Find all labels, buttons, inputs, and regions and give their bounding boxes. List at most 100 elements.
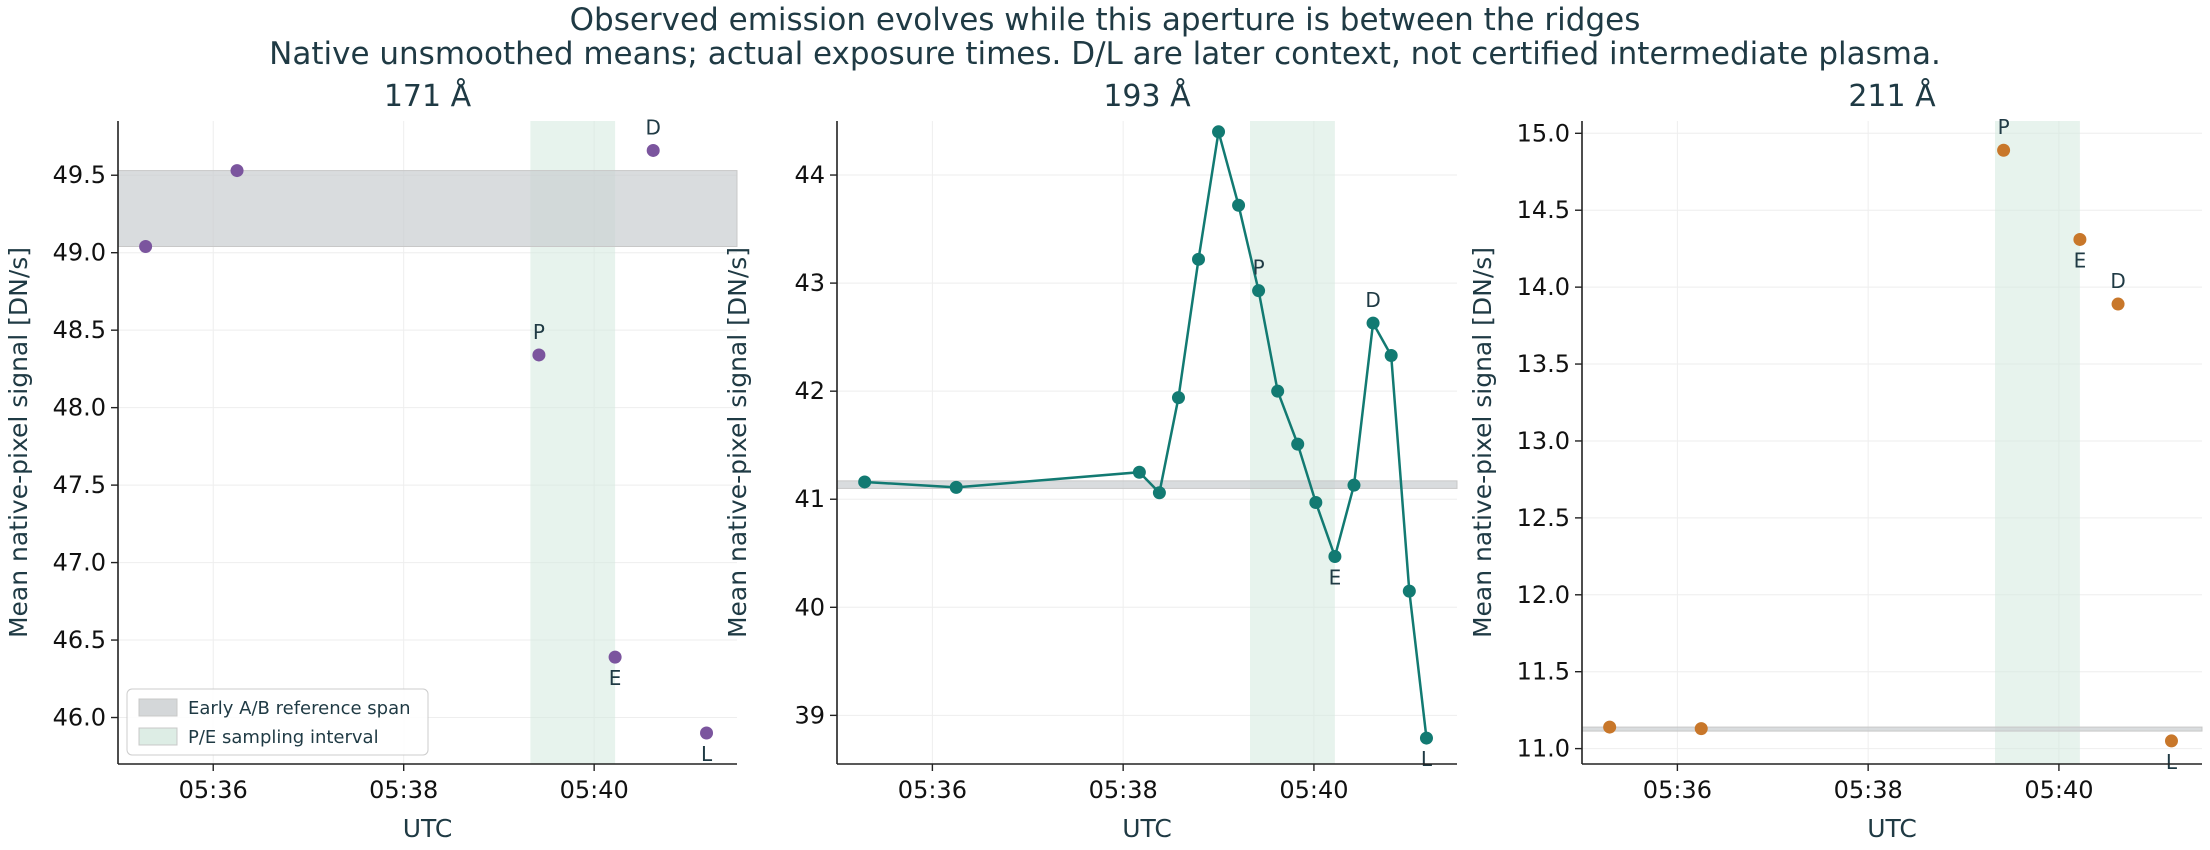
y-tick-label: 40	[794, 593, 825, 621]
x-axis-label: UTC	[1867, 814, 1917, 843]
data-point	[1152, 486, 1166, 500]
x-tick-label: 05:38	[369, 776, 438, 804]
data-point	[1232, 198, 1246, 212]
data-point	[1291, 437, 1305, 451]
data-point	[2164, 734, 2178, 748]
data-point	[1309, 495, 1323, 509]
point-label-l: L	[701, 742, 713, 766]
point-label-d: D	[1365, 288, 1380, 312]
chart-panel-1: P E D L 05:36 05:38 05:40 46.0 46.5 47.0 47.5 48.0 4…	[4, 78, 738, 843]
chart-panel-3: P ED L 05:36 05:38 05:40 11.0 11.5 12.0 12.5 13.0 1…	[1468, 78, 2203, 843]
data-point	[1212, 125, 1226, 139]
point-label-l: L	[1421, 747, 1433, 771]
data-point	[532, 348, 546, 362]
point-label-p: P	[1998, 115, 2010, 139]
data-point	[700, 726, 714, 740]
data-point	[858, 475, 872, 489]
y-tick-label: 14.0	[1517, 273, 1570, 301]
legend-swatch-reference	[138, 698, 178, 717]
data-point	[1603, 720, 1617, 734]
y-tick-label: 13.5	[1517, 350, 1570, 378]
legend-swatch-interval	[138, 727, 178, 746]
series-line	[864, 131, 1428, 739]
y-tick-label: 49.5	[53, 161, 106, 189]
data-point	[1347, 478, 1361, 492]
reference-span	[117, 170, 738, 248]
x-tick-label: 05:38	[1834, 776, 1903, 804]
point-label-l: L	[2166, 750, 2178, 774]
y-tick-label: 47.5	[53, 471, 106, 499]
x-tick-label: 05:40	[560, 776, 629, 804]
data-point	[608, 650, 622, 664]
figure-title: Observed emission evolves while this ape…	[569, 2, 1641, 38]
y-tick-label: 12.5	[1517, 504, 1570, 532]
y-tick-label: 46.0	[53, 704, 106, 732]
y-tick-label: 42	[794, 377, 825, 405]
data-point	[949, 480, 963, 494]
data-point	[1252, 284, 1266, 298]
data-point	[1419, 731, 1433, 745]
data-point	[1997, 143, 2011, 157]
point-label-d: D	[2110, 269, 2125, 293]
data-point	[1171, 391, 1185, 405]
point-label-d: D	[645, 115, 660, 139]
x-axis-label: UTC	[403, 814, 453, 843]
y-tick-label: 11.5	[1517, 658, 1570, 686]
x-tick-label: 05:36	[898, 776, 967, 804]
panel-title: 193 Å	[1103, 78, 1191, 114]
data-point	[1402, 584, 1416, 598]
y-tick-label: 39	[794, 701, 825, 729]
y-tick-label: 14.5	[1517, 196, 1570, 224]
y-tick-label: 41	[794, 485, 825, 513]
data-point	[1271, 384, 1285, 398]
y-tick-label: 48.0	[53, 394, 106, 422]
panel-title: 211 Å	[1848, 78, 1936, 114]
pe-sampling-interval	[1995, 121, 2080, 764]
y-tick-label: 43	[794, 269, 825, 297]
point-label-p: P	[1253, 256, 1265, 280]
y-tick-label: 13.0	[1517, 427, 1570, 455]
legend-label: P/E sampling interval	[188, 727, 379, 748]
data-point	[1132, 465, 1146, 479]
figure-subtitle: Native unsmoothed means; actual exposure…	[269, 36, 1941, 72]
data-point	[646, 143, 660, 157]
data-point	[2111, 297, 2125, 311]
point-label-e: E	[1329, 566, 1342, 590]
panel-title: 171 Å	[384, 78, 472, 114]
y-tick-label: 49.0	[53, 239, 106, 267]
x-tick-label: 05:36	[1643, 776, 1712, 804]
data-point	[1366, 316, 1380, 330]
y-axis-label: Mean native-pixel signal [DN/s]	[4, 247, 33, 638]
data-point	[2073, 232, 2087, 246]
y-axis-label: Mean native-pixel signal [DN/s]	[1468, 247, 1497, 638]
x-tick-label: 05:38	[1089, 776, 1158, 804]
y-axis-label: Mean native-pixel signal [DN/s]	[723, 247, 752, 638]
data-point	[1384, 349, 1398, 363]
chart-panel-2: P E D L 05:36 05:38 05:40 39 40 41 42 43 44 193 Å UTC M…	[723, 78, 1458, 843]
data-point	[1192, 252, 1206, 266]
point-label-p: P	[533, 320, 545, 344]
y-tick-label: 11.0	[1517, 735, 1570, 763]
data-point	[1694, 722, 1708, 736]
x-tick-label: 05:40	[2024, 776, 2093, 804]
reference-span	[1581, 726, 2203, 732]
data-point	[230, 164, 244, 178]
x-tick-label: 05:36	[179, 776, 248, 804]
x-axis-label: UTC	[1122, 814, 1172, 843]
legend-label: Early A/B reference span	[188, 698, 411, 719]
y-tick-label: 15.0	[1517, 119, 1570, 147]
data-point	[1328, 550, 1342, 564]
y-tick-label: 46.5	[53, 626, 106, 654]
y-tick-label: 44	[794, 161, 825, 189]
data-point	[139, 240, 153, 254]
y-tick-label: 48.5	[53, 316, 106, 344]
legend: Early A/B reference span P/E sampling int…	[126, 688, 429, 756]
point-label-e: E	[609, 666, 622, 690]
legend-box	[126, 688, 429, 756]
point-label-e: E	[2074, 248, 2087, 272]
x-tick-label: 05:40	[1279, 776, 1348, 804]
y-tick-label: 47.0	[53, 549, 106, 577]
y-tick-label: 12.0	[1517, 581, 1570, 609]
